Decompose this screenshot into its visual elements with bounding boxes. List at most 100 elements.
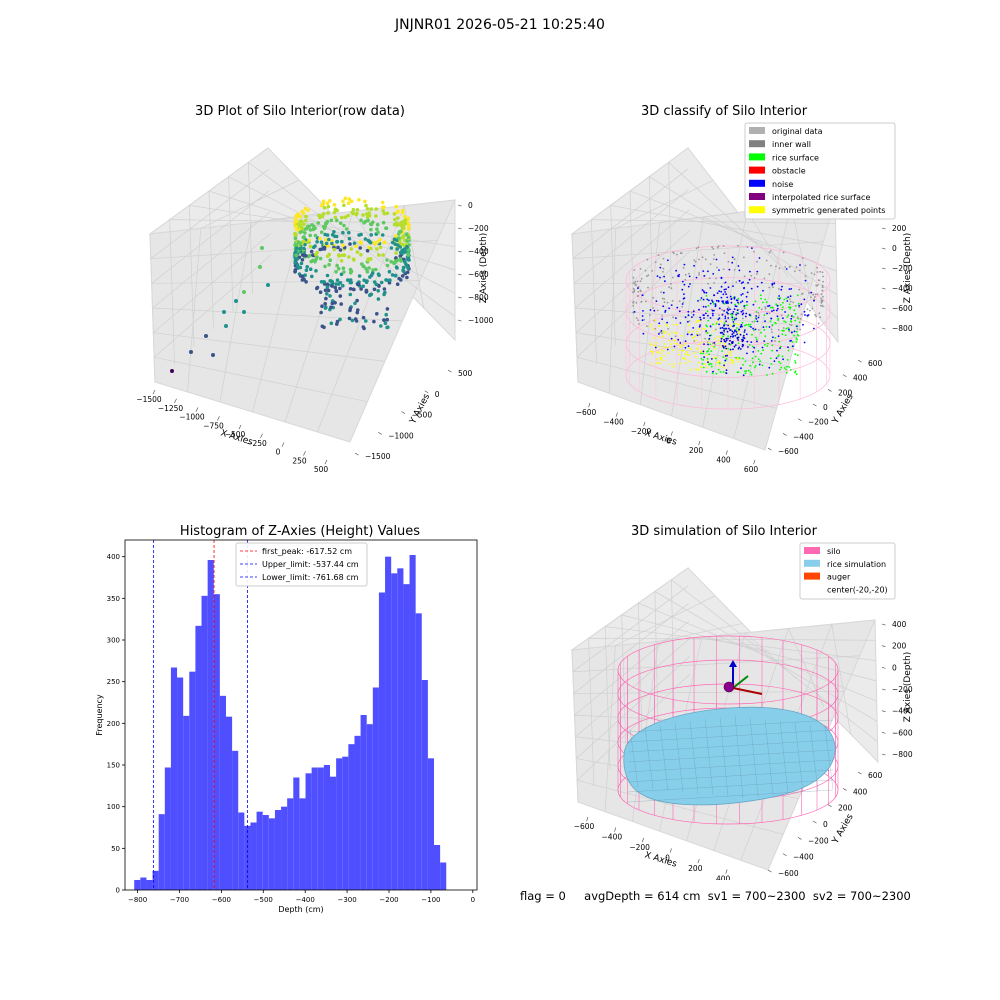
class-point <box>646 325 648 328</box>
class-point <box>712 323 714 326</box>
class-point <box>663 301 666 304</box>
legend-swatch <box>804 559 820 567</box>
panel4-ytick-mark <box>767 869 772 873</box>
class-point <box>713 309 715 312</box>
class-point <box>700 297 703 299</box>
scatter-point <box>335 208 340 213</box>
class-point <box>792 316 795 318</box>
class-point <box>751 320 754 323</box>
rice-mesh-line <box>689 720 699 794</box>
class-point <box>697 246 700 249</box>
class-point <box>733 318 736 321</box>
class-point <box>721 326 724 329</box>
panel2-panes <box>570 147 839 451</box>
class-point <box>788 303 791 306</box>
class-point <box>774 337 777 339</box>
scatter-point <box>347 197 352 201</box>
legend-swatch <box>749 206 765 214</box>
scatter-point <box>323 232 328 237</box>
class-point <box>743 256 745 259</box>
panel1-xtick: −500 <box>225 430 246 439</box>
class-point <box>724 340 727 343</box>
scatter-point <box>347 255 351 259</box>
class-point <box>655 342 658 344</box>
class-point <box>679 346 682 348</box>
class-point <box>653 309 656 312</box>
scatter-point <box>398 239 402 244</box>
panel1-xtick: −1250 <box>158 404 184 413</box>
scatter-point <box>328 258 333 262</box>
class-point <box>729 308 731 311</box>
class-point <box>773 282 776 284</box>
class-point <box>794 361 797 364</box>
class-point <box>784 321 787 323</box>
histogram-bar <box>189 671 196 890</box>
class-point <box>748 278 751 281</box>
scatter-point <box>361 315 366 320</box>
class-point <box>773 360 776 362</box>
class-point <box>684 342 687 345</box>
class-point <box>794 371 796 374</box>
class-point <box>736 337 739 340</box>
scatter-point <box>369 233 374 237</box>
class-point <box>723 329 725 332</box>
scatter-point <box>304 268 309 272</box>
scatter-point <box>336 253 341 257</box>
gridline <box>654 590 878 724</box>
scatter-point <box>381 253 385 257</box>
histogram-bar <box>256 811 263 890</box>
scatter-point <box>329 218 334 223</box>
panel4-xtick-mark <box>614 827 617 832</box>
scatter-point <box>380 200 385 205</box>
class-point <box>727 337 729 340</box>
scatter-point <box>319 310 323 315</box>
scatter-point <box>334 270 338 274</box>
class-point <box>706 298 709 301</box>
scatter-point <box>350 318 355 323</box>
class-point <box>756 320 759 323</box>
class-point <box>776 304 779 307</box>
class-point <box>821 289 824 292</box>
class-point <box>665 323 667 326</box>
class-point <box>721 314 724 316</box>
class-point <box>661 315 663 317</box>
rice-mesh-line <box>627 789 834 803</box>
class-point <box>737 297 740 300</box>
histogram-bar <box>164 767 171 890</box>
scatter-point <box>325 292 329 296</box>
panel3-histogram: −800 −700 −600 −500 −400 −300 −200 −100 0 0 50 100… <box>95 539 478 914</box>
class-point <box>788 288 791 290</box>
scatter-point <box>293 249 298 254</box>
scatter-point <box>323 306 328 310</box>
class-point <box>785 297 788 300</box>
figure-suptitle: JNJNR01 2026-05-21 10:25:40 <box>395 17 605 33</box>
scatter-point <box>298 219 303 223</box>
scatter-point <box>359 232 363 237</box>
class-point <box>712 273 715 275</box>
scatter-point <box>406 253 411 257</box>
scatter-point <box>349 199 354 204</box>
scatter-point <box>353 301 357 306</box>
histogram-bar <box>409 555 416 890</box>
class-point <box>712 303 715 305</box>
class-point <box>723 327 725 330</box>
class-point <box>729 313 732 316</box>
class-point <box>763 340 766 342</box>
scatter-point <box>327 262 331 267</box>
class-point <box>736 309 739 311</box>
class-point <box>653 344 656 347</box>
class-point <box>806 314 809 317</box>
class-point <box>792 301 795 304</box>
legend-swatch <box>749 140 765 148</box>
scatter-point <box>361 213 365 217</box>
class-point <box>660 357 663 359</box>
class-point <box>662 270 664 273</box>
class-point <box>734 334 737 337</box>
class-point <box>735 281 738 284</box>
class-point <box>771 310 773 312</box>
scatter-point <box>342 203 346 208</box>
class-point <box>762 326 765 329</box>
class-point <box>722 371 725 373</box>
class-point <box>662 305 665 308</box>
scatter-point <box>332 203 337 207</box>
